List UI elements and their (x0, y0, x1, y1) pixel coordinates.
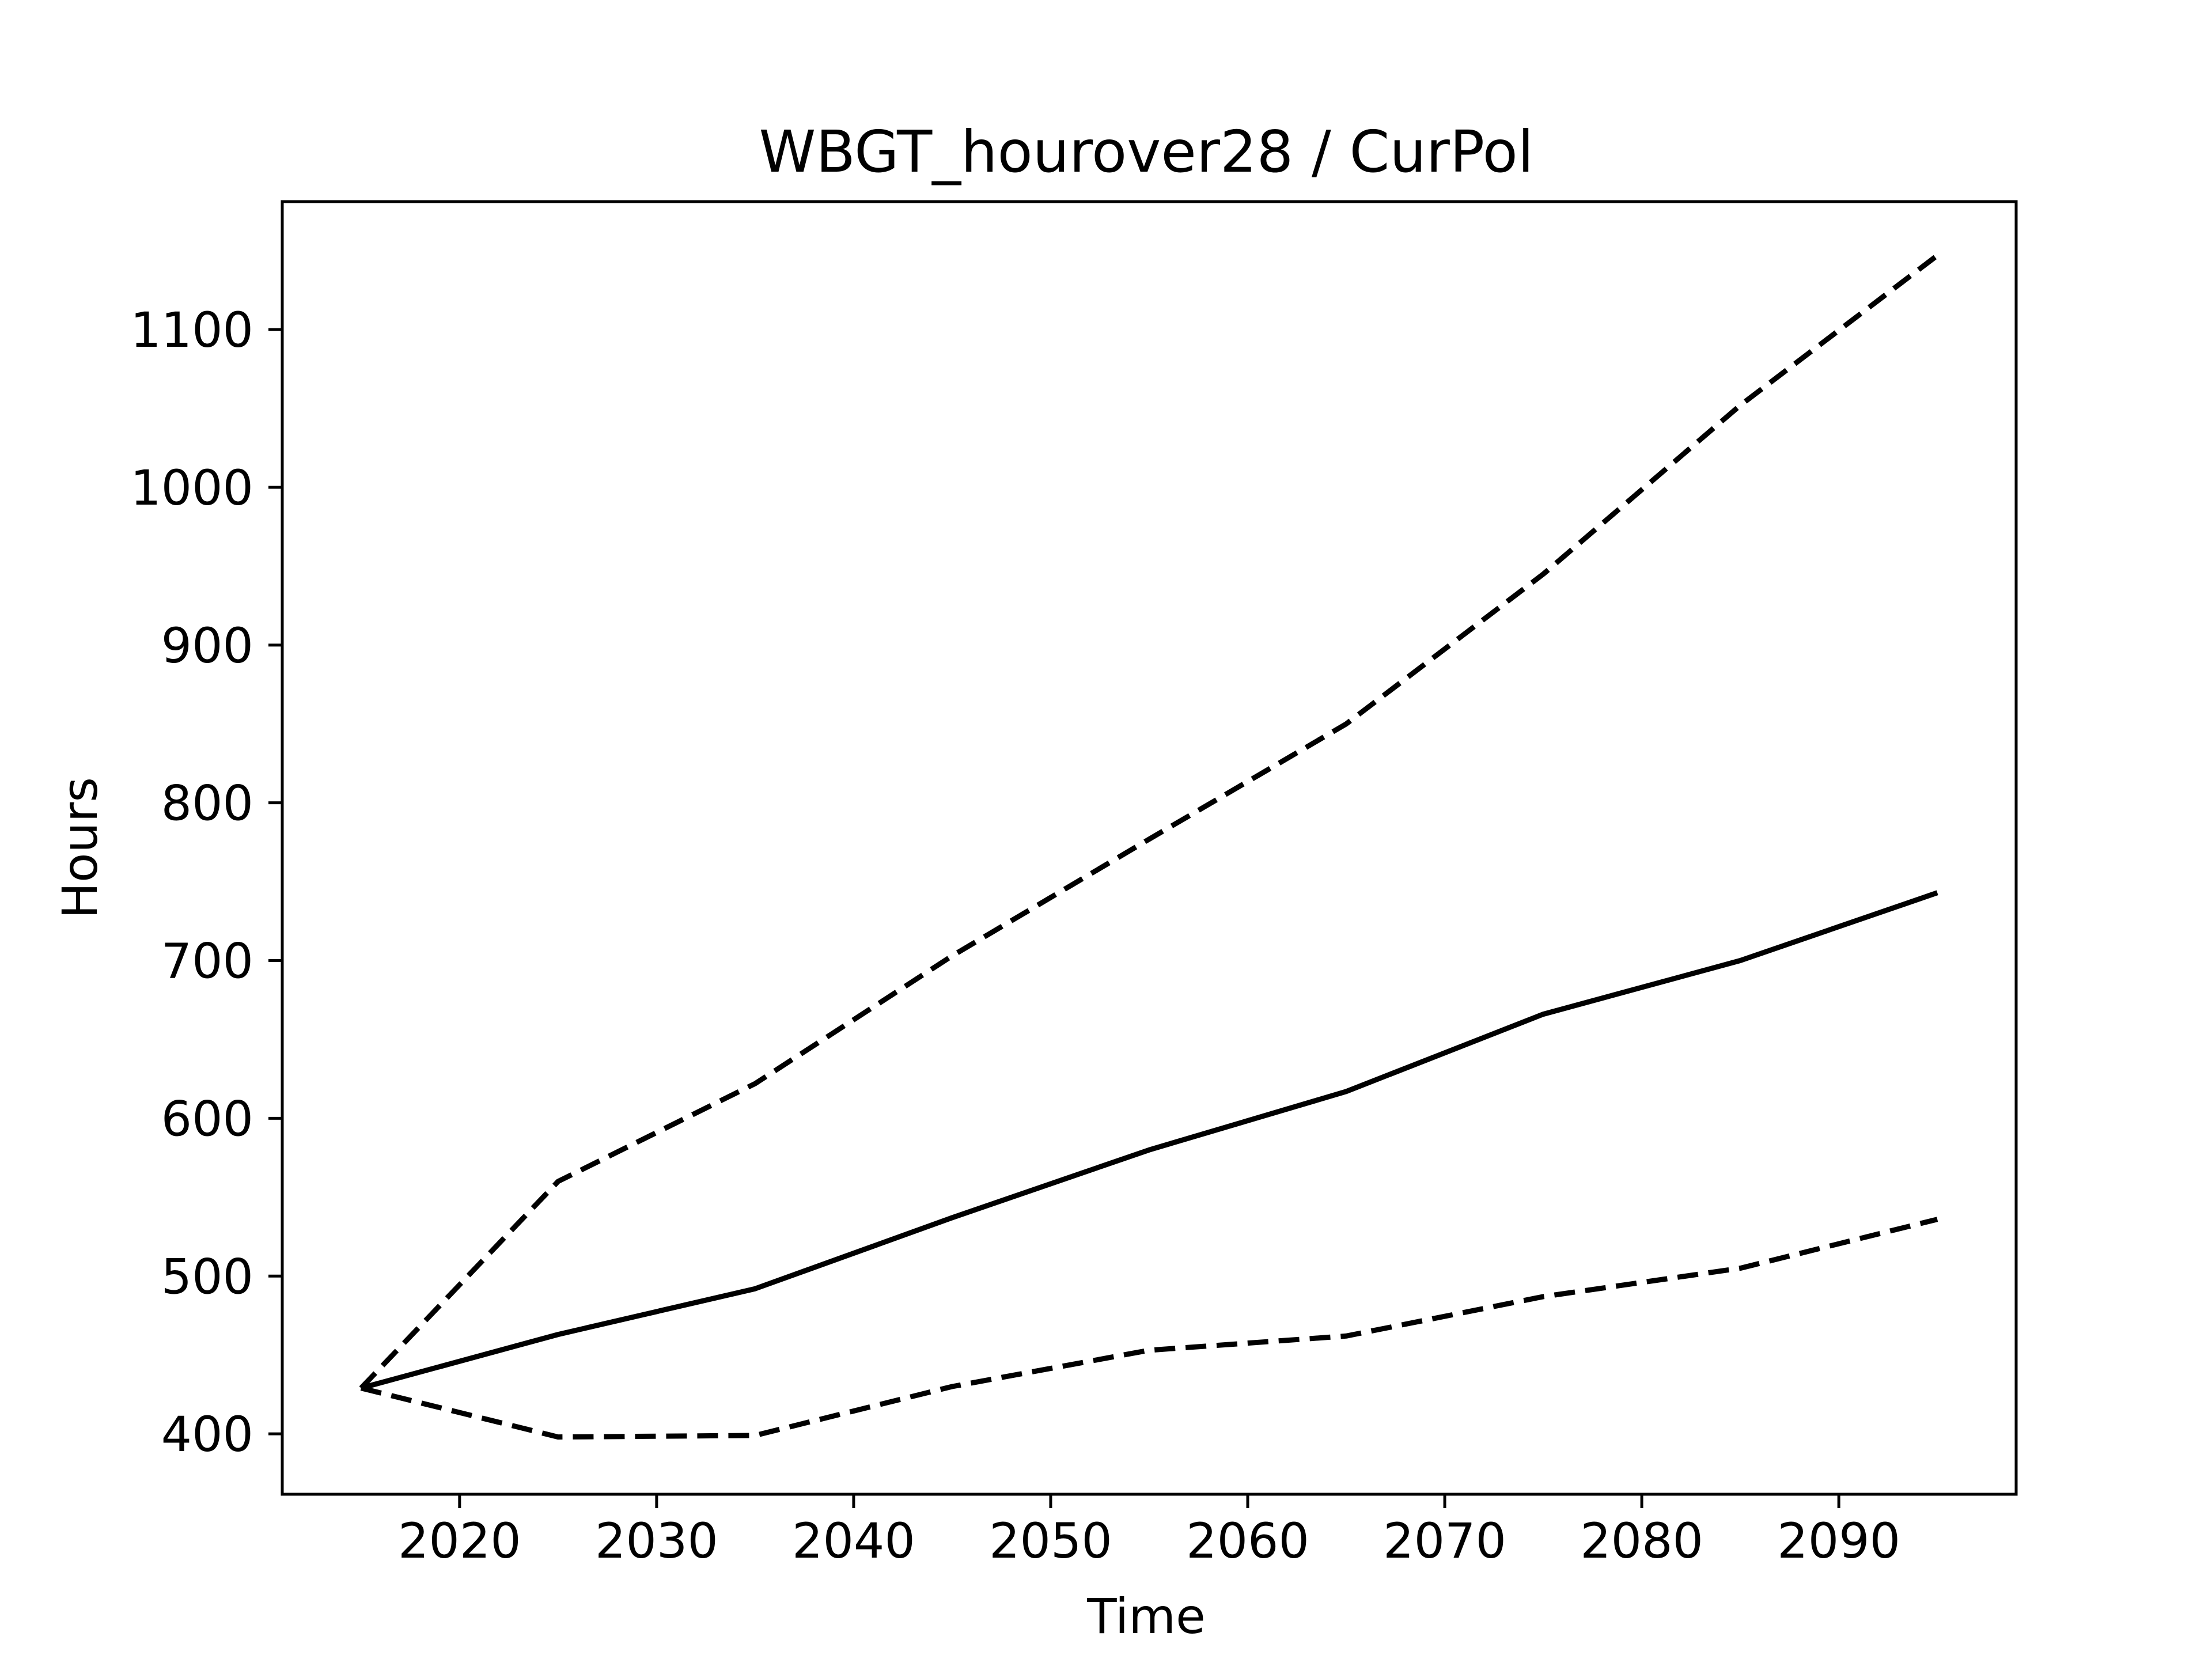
x-tick-label: 2080 (1580, 1513, 1703, 1569)
x-tick-label: 2090 (1777, 1513, 1900, 1569)
plot-frame (281, 200, 2018, 1496)
y-tick-label: 700 (161, 933, 253, 990)
y-tick-label: 400 (161, 1406, 253, 1463)
x-tick-label: 2060 (1186, 1513, 1309, 1569)
y-tick-label: 900 (161, 618, 253, 674)
x-tick-label: 2040 (792, 1513, 915, 1569)
series-line-1 (360, 890, 1938, 1391)
y-tick-label: 800 (161, 775, 253, 832)
y-tick-label: 500 (161, 1248, 253, 1305)
y-tick-label: 1000 (130, 460, 253, 516)
series-line-2 (359, 253, 1939, 1390)
chart-title: WBGT_hourover28 / CurPol (759, 118, 1533, 185)
plot-area (359, 253, 1939, 1440)
x-tick-label: 2050 (989, 1513, 1112, 1569)
series-line-3 (360, 1217, 1938, 1440)
x-tick-label: 2030 (595, 1513, 718, 1569)
x-tick-label: 2020 (398, 1513, 521, 1569)
x-tick-label: 2070 (1383, 1513, 1506, 1569)
y-tick-label: 1100 (130, 302, 253, 358)
x-axis-label: Time (1086, 1588, 1206, 1645)
x-axis: 2020 2030 2040 2050 2060 2070 2080 2090 (398, 1494, 1900, 1569)
y-tick-label: 600 (161, 1090, 253, 1147)
y-axis: 400 500 600 700 800 900 1000 1100 (130, 302, 282, 1463)
y-axis-label: Hours (52, 777, 108, 919)
